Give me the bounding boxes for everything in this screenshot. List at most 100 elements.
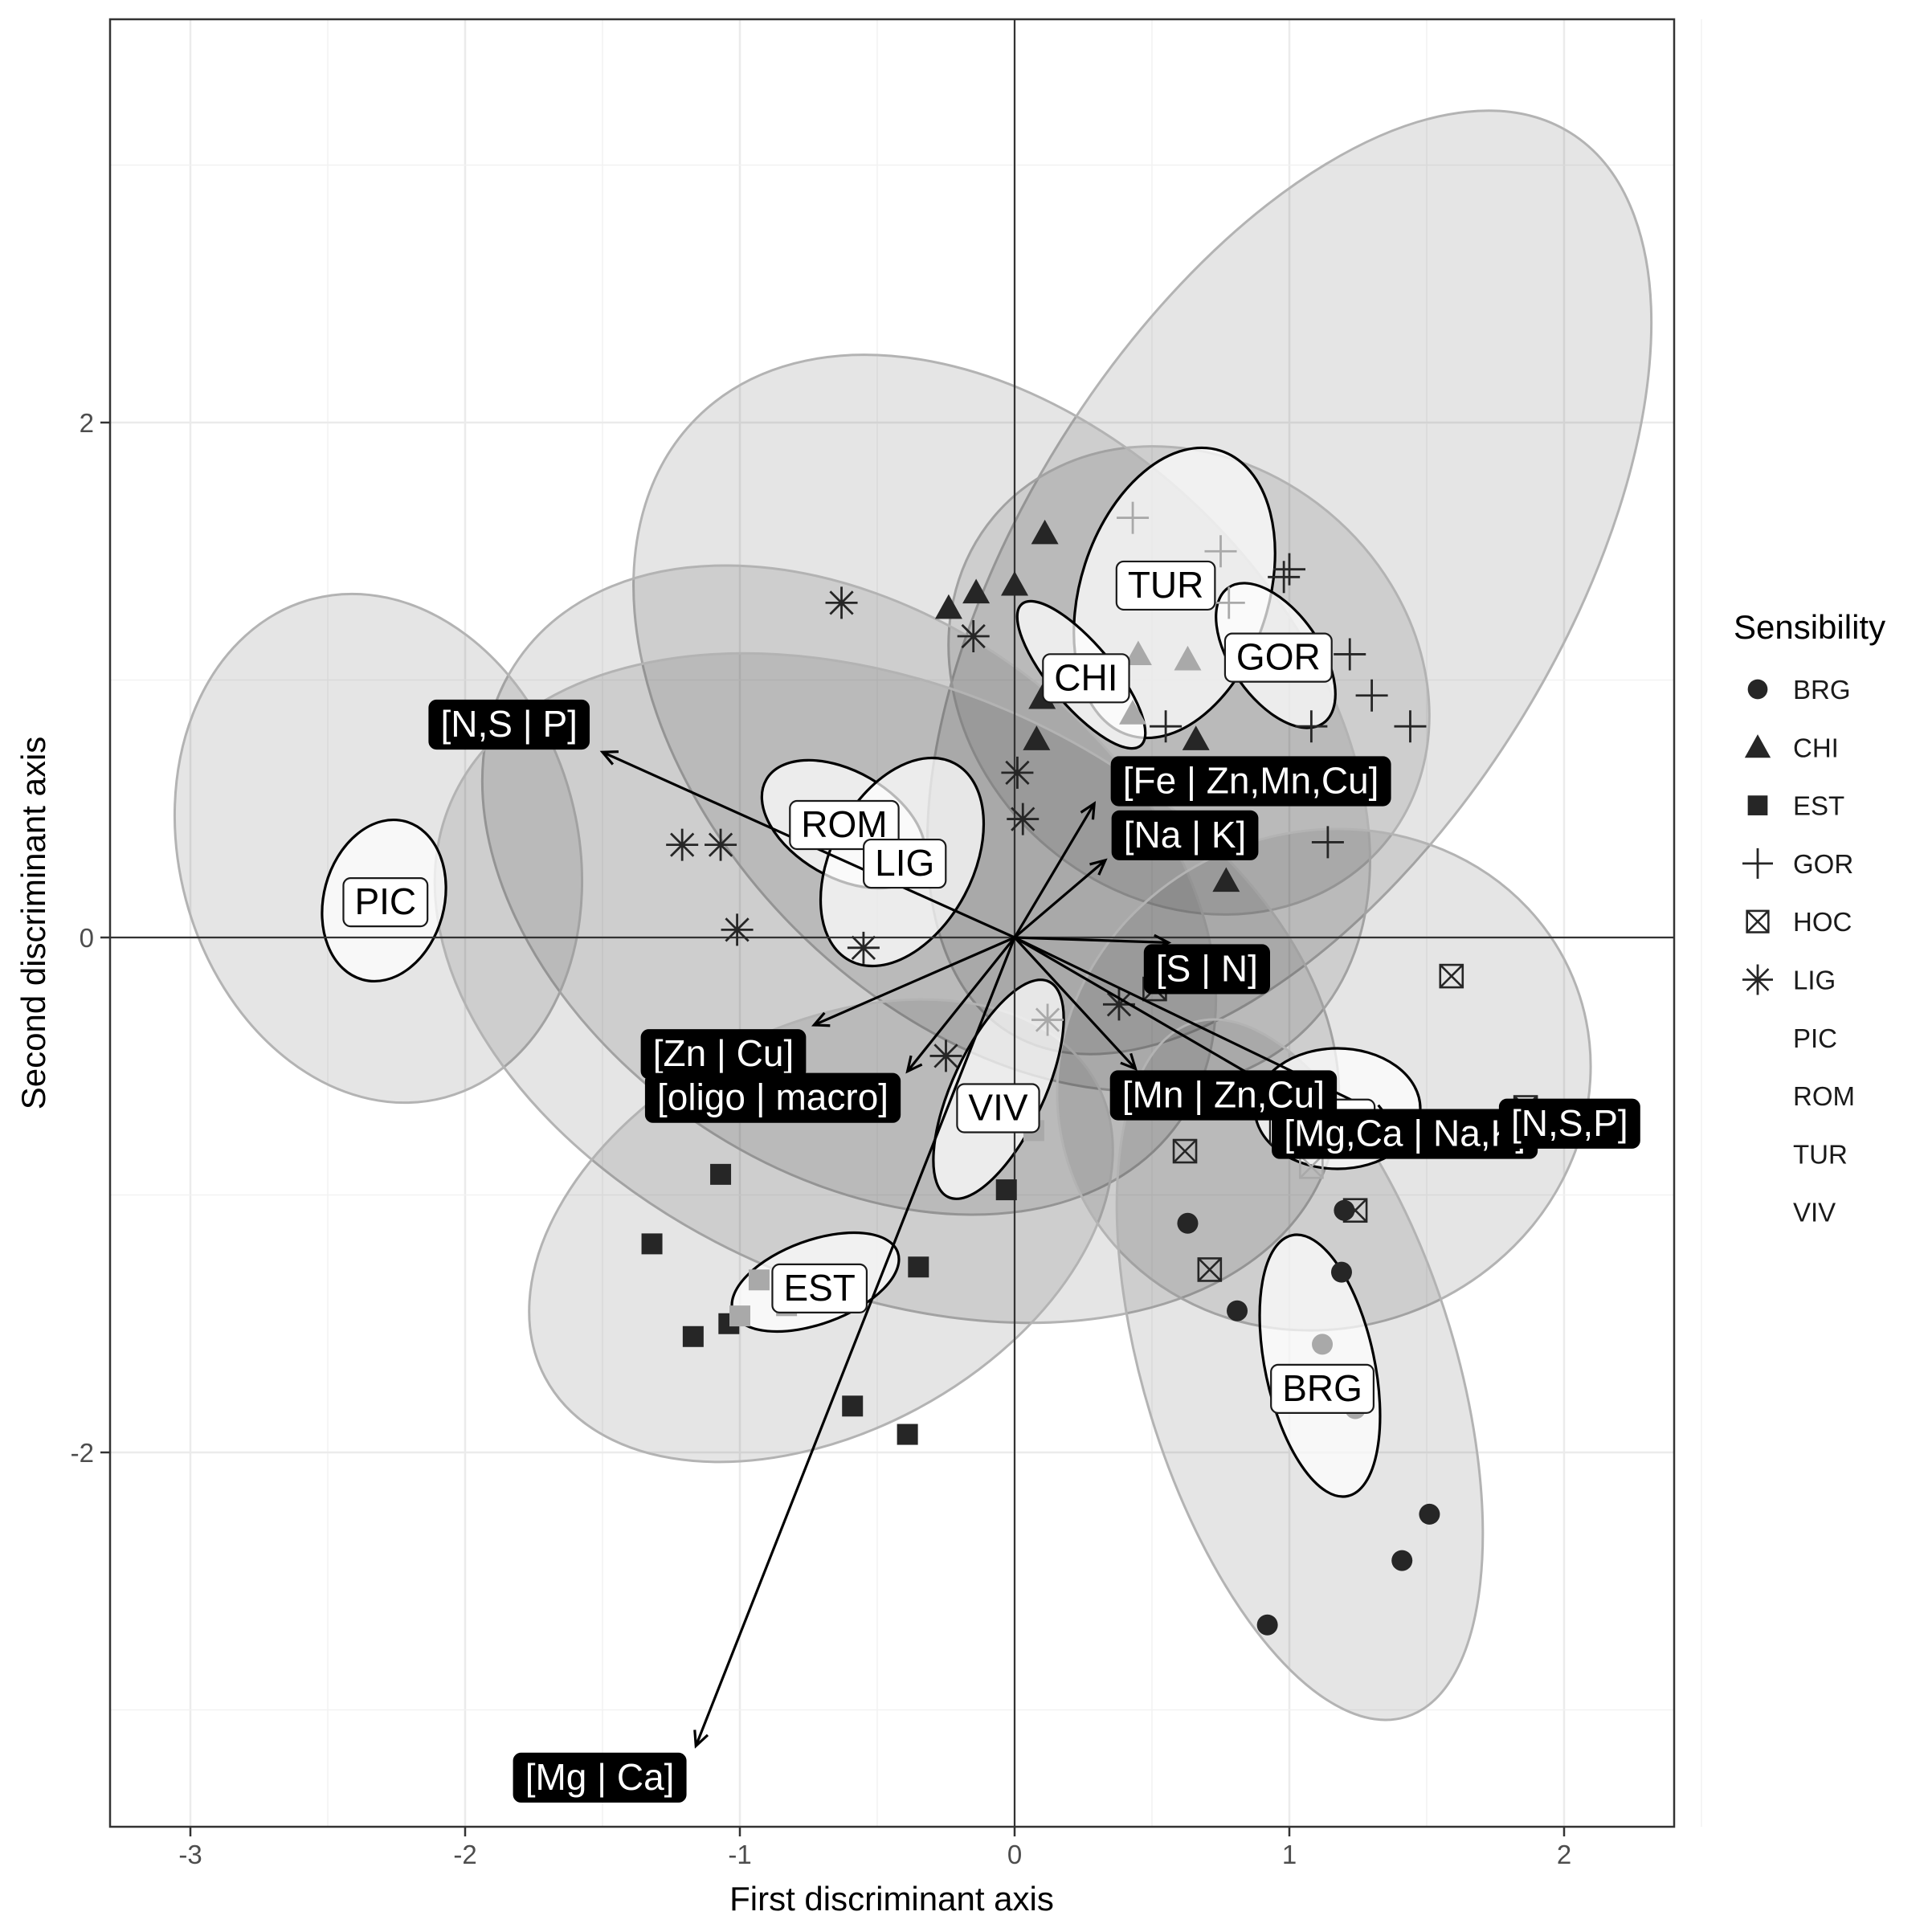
triangle-marker [1174, 645, 1202, 671]
legend-label-viv: VIV [1793, 1198, 1836, 1227]
point-brg [1419, 1503, 1440, 1525]
point-est [995, 1179, 1017, 1201]
boxed-x-cross [1197, 1257, 1222, 1282]
y-tick-label: -2 [71, 1438, 94, 1468]
plus-marker [1295, 710, 1328, 743]
group-label-brg-box [1270, 1363, 1375, 1414]
point-brg [1227, 1300, 1248, 1321]
point-est [710, 1163, 732, 1185]
x-tick-label: 1 [1282, 1840, 1297, 1869]
legend-label-pic: PIC [1793, 1023, 1837, 1053]
boxed-x-frame [1172, 1138, 1198, 1164]
group-label-rom-box [789, 799, 900, 851]
vector-label-text: [oligo | macro] [657, 1076, 888, 1118]
legend-key-brg [1747, 679, 1768, 700]
vector-label-text: [S | N] [1156, 947, 1258, 989]
boxed-x-cross [1173, 1139, 1197, 1163]
point-lig [1001, 756, 1034, 789]
legend-title: Sensibility [1734, 608, 1885, 646]
legend-entry-est: EST [1747, 791, 1844, 821]
point-lig [721, 913, 754, 946]
group-label-viv-box [956, 1083, 1040, 1133]
x-tick-label: -3 [178, 1840, 202, 1869]
vector-label-box [1143, 944, 1270, 995]
boxed-x-frame [1439, 963, 1464, 989]
circle-marker [1419, 1503, 1440, 1525]
vector-label-text: [Mg,Ca | Na,K] [1284, 1113, 1526, 1154]
legend-entry-chi: CHI [1744, 733, 1839, 762]
group-label-lig-box [863, 838, 947, 889]
group-label-est: EST [771, 1263, 868, 1313]
plus-marker [1204, 535, 1237, 568]
triangle-marker [1212, 867, 1240, 892]
point-gor-muted [1212, 586, 1245, 619]
point-est [908, 1256, 929, 1278]
asterisk-marker [666, 828, 699, 861]
circle-marker [1227, 1300, 1248, 1321]
legend-entry-pic: PIC [1793, 1023, 1837, 1053]
square-marker [842, 1395, 864, 1417]
vector-arrow-line [1013, 936, 1137, 1070]
point-est [682, 1325, 704, 1347]
legend-entry-viv: VIV [1793, 1198, 1836, 1227]
square-marker [729, 1305, 750, 1327]
point-gor [1394, 710, 1427, 743]
vector-label: [Zn | Cu] [640, 1029, 807, 1080]
legend-key-lig [1742, 964, 1773, 995]
panel-border [108, 18, 1676, 1828]
vector-label-box [1109, 1070, 1338, 1121]
circle-marker [1747, 679, 1768, 700]
vector-arrow-line [813, 936, 1015, 1027]
boxed-x-cross [1299, 1154, 1324, 1179]
vector-arrow-head [693, 1730, 709, 1749]
vector-label: [Fe | Zn,Mn,Cu] [1110, 756, 1391, 807]
asterisk-marker [1031, 1003, 1064, 1036]
vector-label-box [513, 1752, 687, 1803]
circle-marker [1177, 1212, 1199, 1234]
group-label-chi-box [1042, 653, 1130, 704]
point-gor [1150, 710, 1183, 743]
x-tick-label: -1 [728, 1840, 751, 1869]
group-label-pic: PIC [342, 877, 429, 928]
boxed-x-cross [1746, 909, 1770, 933]
y-tick-label: 0 [80, 923, 94, 953]
asterisk-marker [1001, 756, 1034, 789]
boxed-x-frame [1342, 1198, 1368, 1223]
x-axis-title: First discriminant axis [729, 1880, 1054, 1918]
point-est-muted [729, 1305, 750, 1327]
square-marker [710, 1163, 732, 1185]
plus-marker [1117, 501, 1150, 534]
legend-entry-gor: GOR [1742, 848, 1853, 879]
vector-label-layer: [N,S | P] [Fe | Zn,Mn,Cu] [Na | K] [S | N] [… [428, 699, 1640, 1803]
asterisk-marker [1742, 964, 1773, 995]
point-lig [1102, 988, 1135, 1021]
vector-arrow-head [1080, 801, 1097, 820]
point-est [641, 1233, 663, 1255]
plus-marker [1742, 848, 1773, 879]
grid-layer [110, 19, 1702, 1827]
axis-ticks: -3 -2 -1 0 1 2 -2 0 2 [71, 408, 1572, 1869]
point-lig [1007, 803, 1040, 835]
vector-label-box [1111, 810, 1259, 860]
group-label-rom: ROM [789, 799, 900, 851]
point-gor [1268, 561, 1301, 594]
triangle-marker [1744, 734, 1771, 758]
point-lig [825, 586, 858, 619]
vector-label: [N,S | P] [428, 699, 590, 750]
legend-label-brg: BRG [1793, 675, 1851, 705]
triangle-marker [1119, 700, 1147, 725]
x-tick-label: 0 [1007, 1840, 1022, 1869]
plus-marker [1394, 710, 1427, 743]
asterisk-marker [957, 620, 990, 653]
point-chi [1212, 867, 1240, 892]
group-label-chi: CHI [1042, 653, 1130, 704]
vector-label: [Mn | Zn,Cu] [1109, 1070, 1338, 1121]
asterisk-marker [929, 1040, 962, 1072]
legend-label-chi: CHI [1793, 733, 1839, 762]
point-chi-muted [1119, 700, 1147, 725]
vector-label-text: [Fe | Zn,Mn,Cu] [1123, 759, 1379, 801]
vector-arrow-line [694, 937, 1016, 1746]
vector-arrow-line [1013, 859, 1106, 939]
